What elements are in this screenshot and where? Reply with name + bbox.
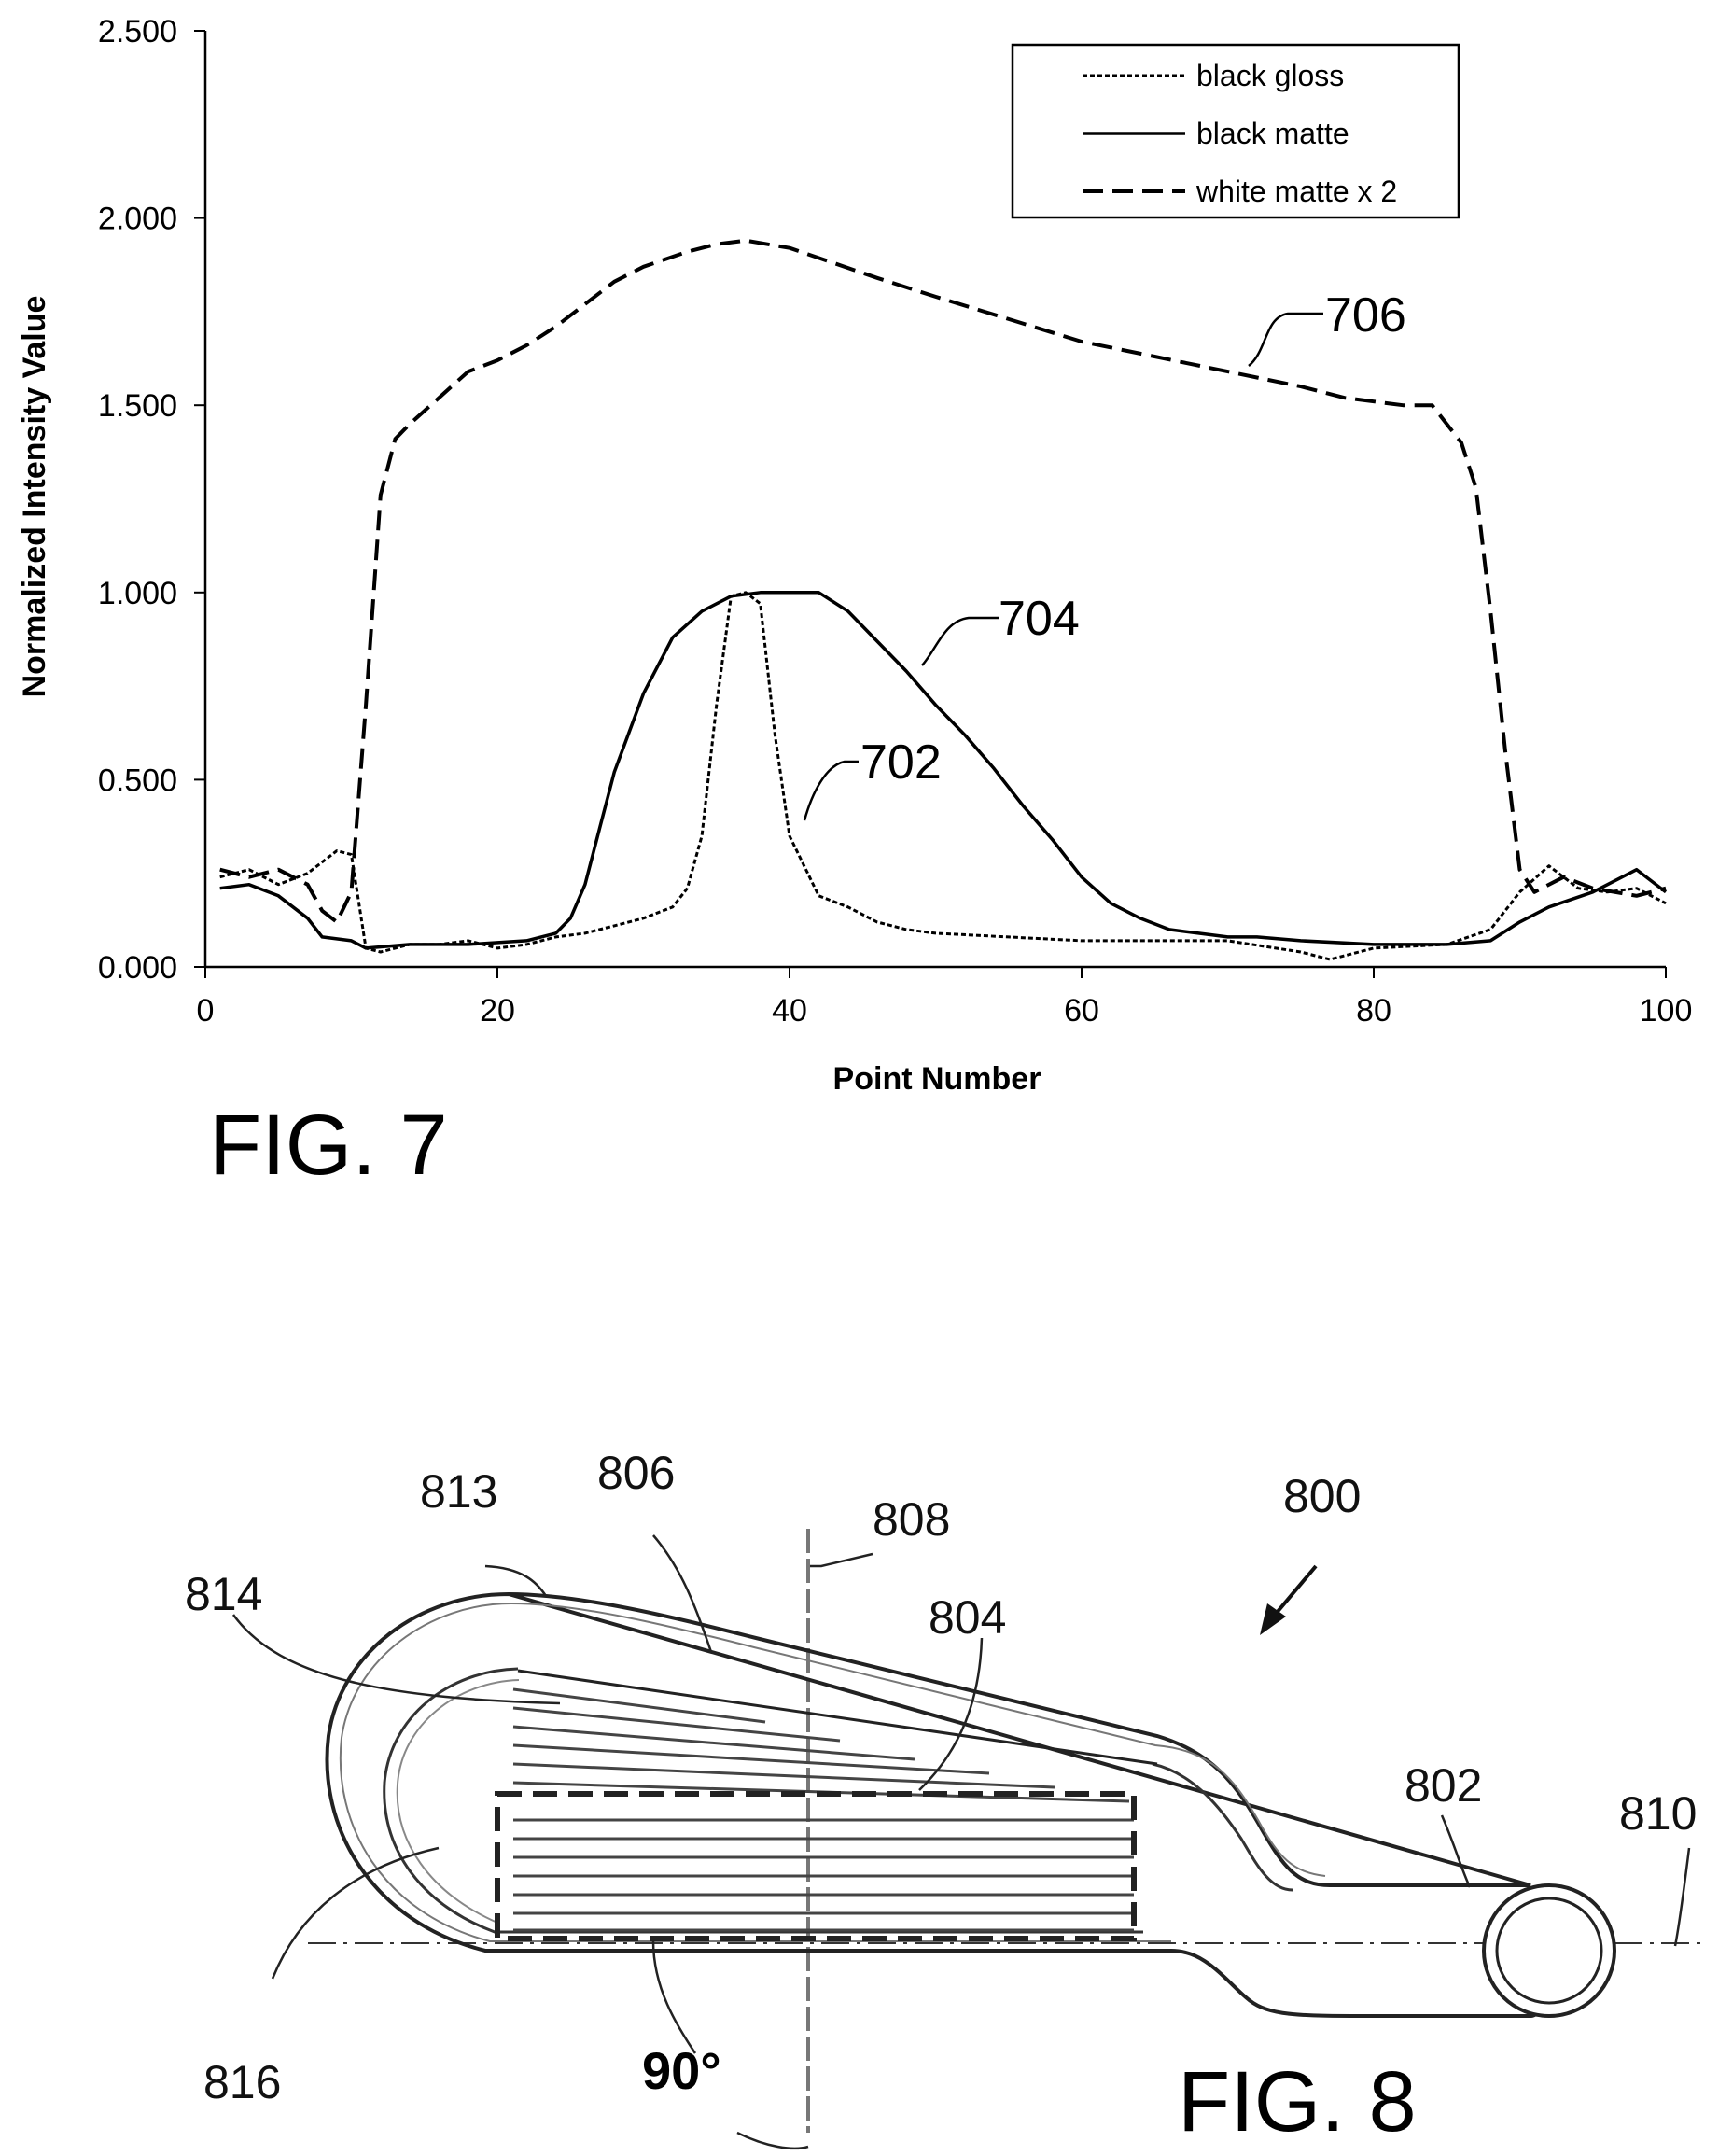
y-axis-title: Normalized Intensity Value <box>17 296 52 698</box>
y-tick-label: 1.000 <box>98 576 177 611</box>
leader-808 <box>810 1552 873 1568</box>
upper-taper-edge <box>517 1669 1158 1766</box>
legend-box <box>1011 43 1460 219</box>
leader-804 <box>918 1637 984 1791</box>
legend-label-black-matte: black matte <box>1196 117 1349 150</box>
series-line-black-gloss <box>219 591 1667 961</box>
x-tick-label: 60 <box>1064 993 1099 1029</box>
angle-90-label: 90° <box>642 2041 721 2100</box>
tube-802-end-outer <box>1482 1883 1616 2018</box>
leader-802 <box>1440 1814 1472 1888</box>
x-axis-title: Point Number <box>833 1061 1041 1097</box>
series-line-black-matte <box>219 591 1668 950</box>
callout-702-label: 702 <box>860 735 942 790</box>
leader-806 <box>652 1534 713 1653</box>
y-tick-label: 0.500 <box>98 763 177 798</box>
callout-704-label: 704 <box>999 592 1080 646</box>
callout-704: 704 <box>921 592 1080 666</box>
figure-7-caption: FIG. 7 <box>209 1098 448 1193</box>
leader-810 <box>1673 1847 1691 1947</box>
y-tick-label: 1.500 <box>98 388 177 424</box>
callout-706: 706 <box>1248 288 1406 367</box>
leader-814 <box>231 1614 561 1705</box>
y-tick-label: 0.000 <box>98 950 177 986</box>
ref-808: 808 <box>873 1493 950 1546</box>
figure-8-drawing: 813 806 808 800 814 804 802 810 816 90° … <box>185 1447 1708 2150</box>
leader-lines <box>231 1534 1691 2150</box>
ref-800: 800 <box>1283 1470 1361 1522</box>
x-tick-label: 80 <box>1356 993 1391 1029</box>
arrow-800 <box>1260 1564 1318 1635</box>
ref-802: 802 <box>1405 1759 1482 1812</box>
ref-814: 814 <box>185 1568 262 1620</box>
leader-816 <box>271 1846 440 1980</box>
ref-813: 813 <box>420 1465 497 1518</box>
x-tick-label: 40 <box>772 993 807 1029</box>
callout-706-label: 706 <box>1325 288 1406 343</box>
series-line-white-matte-x-2 <box>219 238 1667 924</box>
callout-702: 702 <box>803 735 942 821</box>
filament-bundle-lower <box>513 1818 1134 1932</box>
plot-axes <box>203 31 1666 969</box>
filament-bundle-upper <box>512 1687 1130 1803</box>
y-tick-label: 2.000 <box>98 202 177 237</box>
ref-804: 804 <box>929 1591 1006 1644</box>
leader-90 <box>651 1940 697 2054</box>
ref-810: 810 <box>1619 1787 1697 1840</box>
series-layer <box>219 238 1668 961</box>
legend-label-black-gloss: black gloss <box>1196 59 1344 92</box>
y-tick-label: 2.500 <box>98 14 177 49</box>
inner-liner <box>383 1667 1293 1934</box>
inner-liner-inner <box>396 1679 520 1924</box>
x-tick-label: 20 <box>480 993 515 1029</box>
legend: black gloss black matte white matte x 2 <box>1011 43 1460 219</box>
outer-housing-inner-wall <box>339 1603 1326 1942</box>
x-axis-ticks: 0 20 40 60 80 100 <box>197 967 1693 1029</box>
bundle-804-outline <box>495 1791 1137 1941</box>
x-tick-label: 0 <box>197 993 215 1029</box>
leader-813 <box>484 1564 548 1597</box>
y-axis-ticks: 0.000 0.500 1.000 1.500 2.000 2.500 <box>98 14 205 986</box>
outer-housing <box>325 1592 1551 2018</box>
legend-label-white-matte: white matte x 2 <box>1195 175 1397 208</box>
x-tick-label: 100 <box>1640 993 1693 1029</box>
ref-816: 816 <box>203 2056 281 2108</box>
figure-8-caption: FIG. 8 <box>1178 2054 1417 2149</box>
ref-806: 806 <box>597 1447 675 1499</box>
figure-7-chart: 0 20 40 60 80 100 0.000 0.500 1.000 1.500 2.000 2.… <box>17 14 1693 1193</box>
tube-802-end-inner <box>1495 1897 1603 2005</box>
leader-90-lower <box>736 2131 809 2150</box>
